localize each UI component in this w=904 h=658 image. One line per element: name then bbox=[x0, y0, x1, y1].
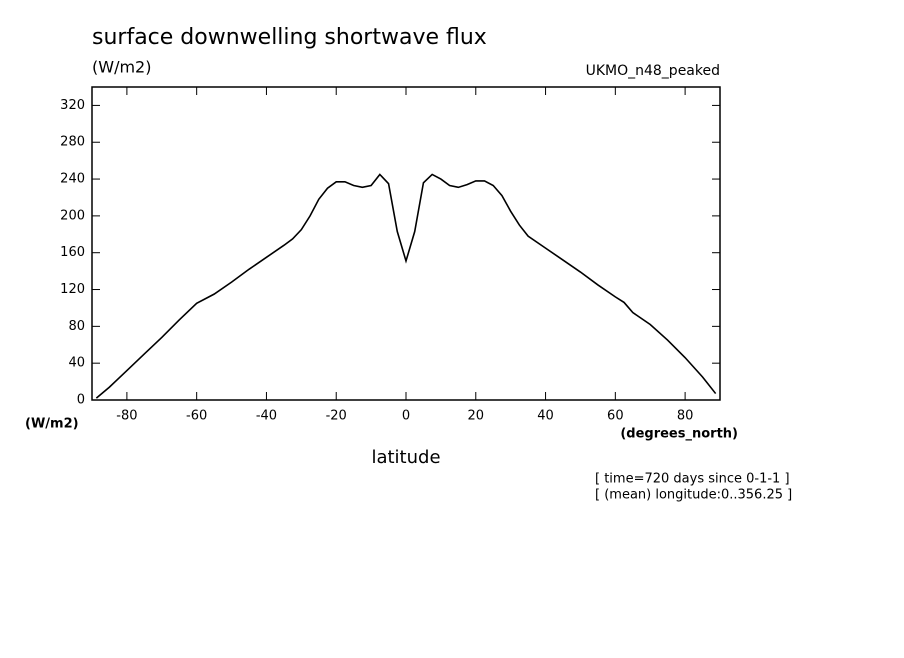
y-axis-label: (W/m2) bbox=[25, 417, 79, 432]
y-tick-label: 120 bbox=[60, 282, 85, 297]
y-tick-label: 320 bbox=[60, 98, 85, 113]
data-line bbox=[95, 173, 717, 399]
x-tick-label: -80 bbox=[116, 409, 137, 424]
y-tick-label: 40 bbox=[68, 356, 85, 371]
y-tick-label: 160 bbox=[60, 245, 85, 260]
x-tick-label: -40 bbox=[256, 409, 277, 424]
x-tick-label: 40 bbox=[537, 409, 554, 424]
x-axis-label: latitude bbox=[371, 447, 440, 468]
x-tick-label: 80 bbox=[677, 409, 694, 424]
annotation: [ (mean) longitude:0..356.25 ] bbox=[595, 488, 792, 503]
units-label: (W/m2) bbox=[92, 58, 151, 77]
y-tick-label: 240 bbox=[60, 172, 85, 187]
y-tick-label: 0 bbox=[77, 393, 85, 408]
x-tick-label: -20 bbox=[326, 409, 347, 424]
x-tick-label: 20 bbox=[468, 409, 485, 424]
x-tick-label: 0 bbox=[402, 409, 410, 424]
annotation: [ time=720 days since 0-1-1 ] bbox=[595, 472, 790, 487]
y-tick-label: 80 bbox=[68, 319, 85, 334]
plot-frame bbox=[91, 86, 721, 401]
x-tick-label: 60 bbox=[607, 409, 624, 424]
x-tick-label: -60 bbox=[186, 409, 207, 424]
x-axis-units: (degrees_north) bbox=[620, 427, 738, 442]
y-tick-label: 200 bbox=[60, 208, 85, 223]
y-tick-label: 280 bbox=[60, 135, 85, 150]
chart-title: surface downwelling shortwave flux bbox=[92, 25, 487, 50]
dataset-label: UKMO_n48_peaked bbox=[586, 63, 720, 79]
